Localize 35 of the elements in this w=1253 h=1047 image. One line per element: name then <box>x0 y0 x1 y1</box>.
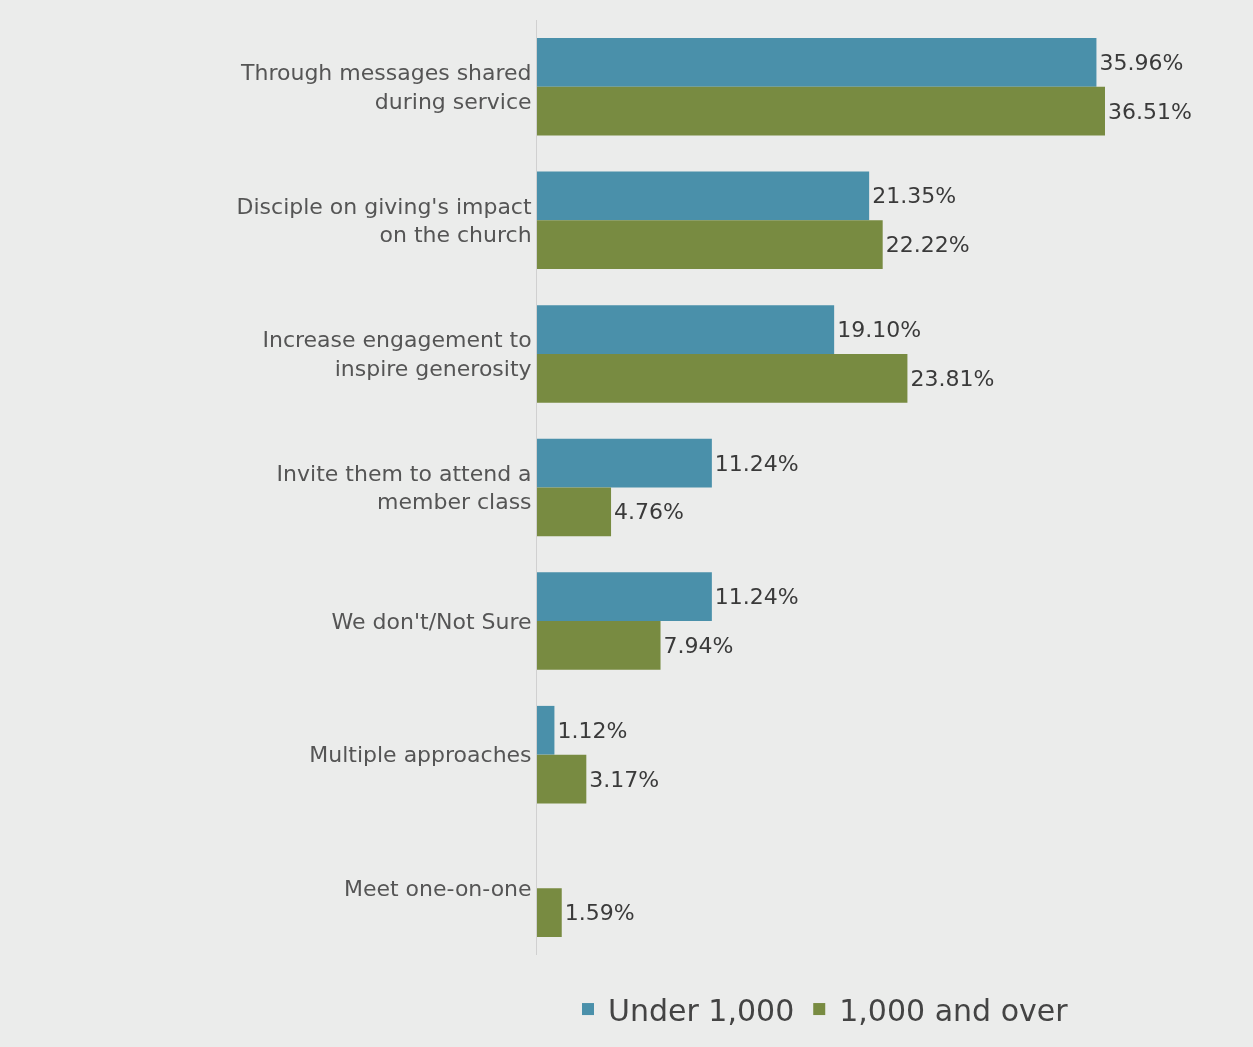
bar <box>537 705 555 755</box>
legend-label: Under 1,000 <box>608 992 795 1028</box>
y-tick-label: We don't/Not Sure <box>331 608 532 634</box>
data-label: 35.96% <box>1099 49 1184 75</box>
data-label: 22.22% <box>885 232 970 258</box>
bar <box>537 754 587 804</box>
y-tick-label: Meet one-on-one <box>343 875 532 901</box>
data-label: 19.10% <box>837 317 922 343</box>
data-label: 23.81% <box>910 365 995 391</box>
bar <box>537 353 908 403</box>
data-label: 3.17% <box>589 766 660 792</box>
data-label: 7.94% <box>663 632 734 658</box>
bar <box>537 572 712 622</box>
bar <box>537 86 1105 136</box>
data-label: 4.76% <box>614 499 684 525</box>
bar <box>537 621 661 670</box>
data-label: 21.35% <box>872 183 957 209</box>
bar <box>537 888 562 937</box>
bar <box>537 38 1097 87</box>
bar <box>537 171 870 221</box>
data-label: 11.24% <box>714 584 799 610</box>
y-tick-label: Increase engagement to inspire generosity <box>262 327 532 381</box>
y-tick-label: Multiple approaches <box>309 742 532 768</box>
y-tick-label: Disciple on giving's impact on the church <box>236 193 532 248</box>
bar <box>537 220 883 270</box>
bar <box>537 305 835 354</box>
data-label: 1.12% <box>557 717 628 743</box>
bar <box>537 487 612 537</box>
data-label: 11.24% <box>714 450 799 476</box>
legend-label: 1,000 and over <box>839 992 1069 1028</box>
data-label: 1.59% <box>564 900 635 926</box>
y-tick-label: Through messages shared during service <box>240 60 532 114</box>
bar <box>537 438 712 488</box>
data-label: 36.51% <box>1108 98 1192 124</box>
y-tick-label: Invite them to attend a member class <box>276 460 532 515</box>
